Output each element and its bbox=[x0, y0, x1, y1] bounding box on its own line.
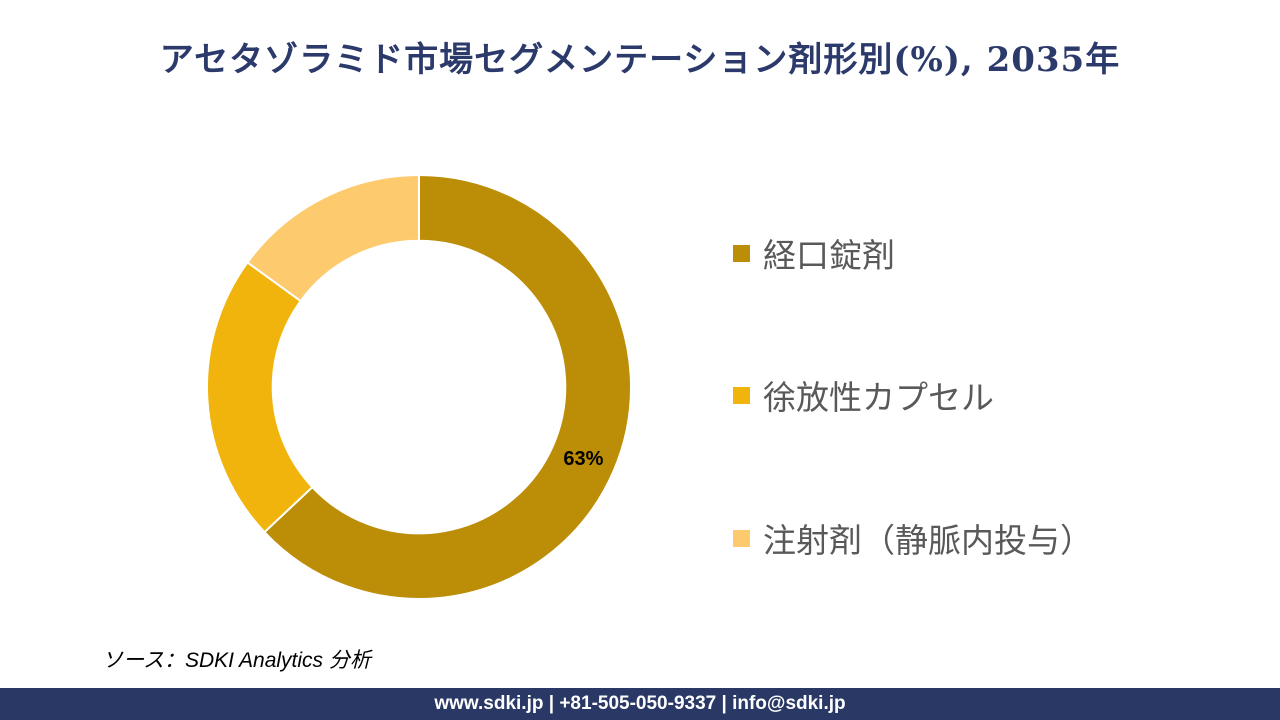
chart-legend: 経口錠剤 徐放性カプセル 注射剤（静脈内投与） bbox=[733, 0, 1253, 620]
legend-label-oral-tablets: 経口錠剤 bbox=[763, 237, 895, 274]
donut-chart: 63% bbox=[206, 173, 632, 600]
legend-item-extended-release-capsules: 徐放性カプセル bbox=[733, 371, 994, 419]
page-title: アセタゾラミド市場セグメンテーション剤形別(%), 2035年 bbox=[159, 40, 1121, 80]
legend-item-oral-tablets: 経口錠剤 bbox=[733, 229, 895, 277]
legend-swatch-extended-release-capsules bbox=[733, 386, 750, 404]
donut-slice-0 bbox=[263, 173, 632, 600]
legend-item-injection-iv: 注射剤（静脈内投与） bbox=[733, 514, 1093, 562]
source-note: ソース：SDKI Analytics 分析 bbox=[102, 649, 371, 672]
footer-bar: www.sdki.jp | +81-505-050-9337 | info@sd… bbox=[0, 688, 1280, 720]
legend-swatch-injection-iv bbox=[733, 529, 750, 547]
donut-slice-1 bbox=[206, 260, 314, 534]
legend-label-injection-iv: 注射剤（静脈内投与） bbox=[763, 522, 1093, 559]
donut-data-label-0: 63% bbox=[563, 448, 603, 470]
legend-swatch-oral-tablets bbox=[733, 244, 750, 262]
footer-contact-text: www.sdki.jp | +81-505-050-9337 | info@sd… bbox=[434, 693, 846, 714]
donut-slice-2 bbox=[246, 173, 420, 303]
legend-label-extended-release-capsules: 徐放性カプセル bbox=[763, 379, 994, 416]
